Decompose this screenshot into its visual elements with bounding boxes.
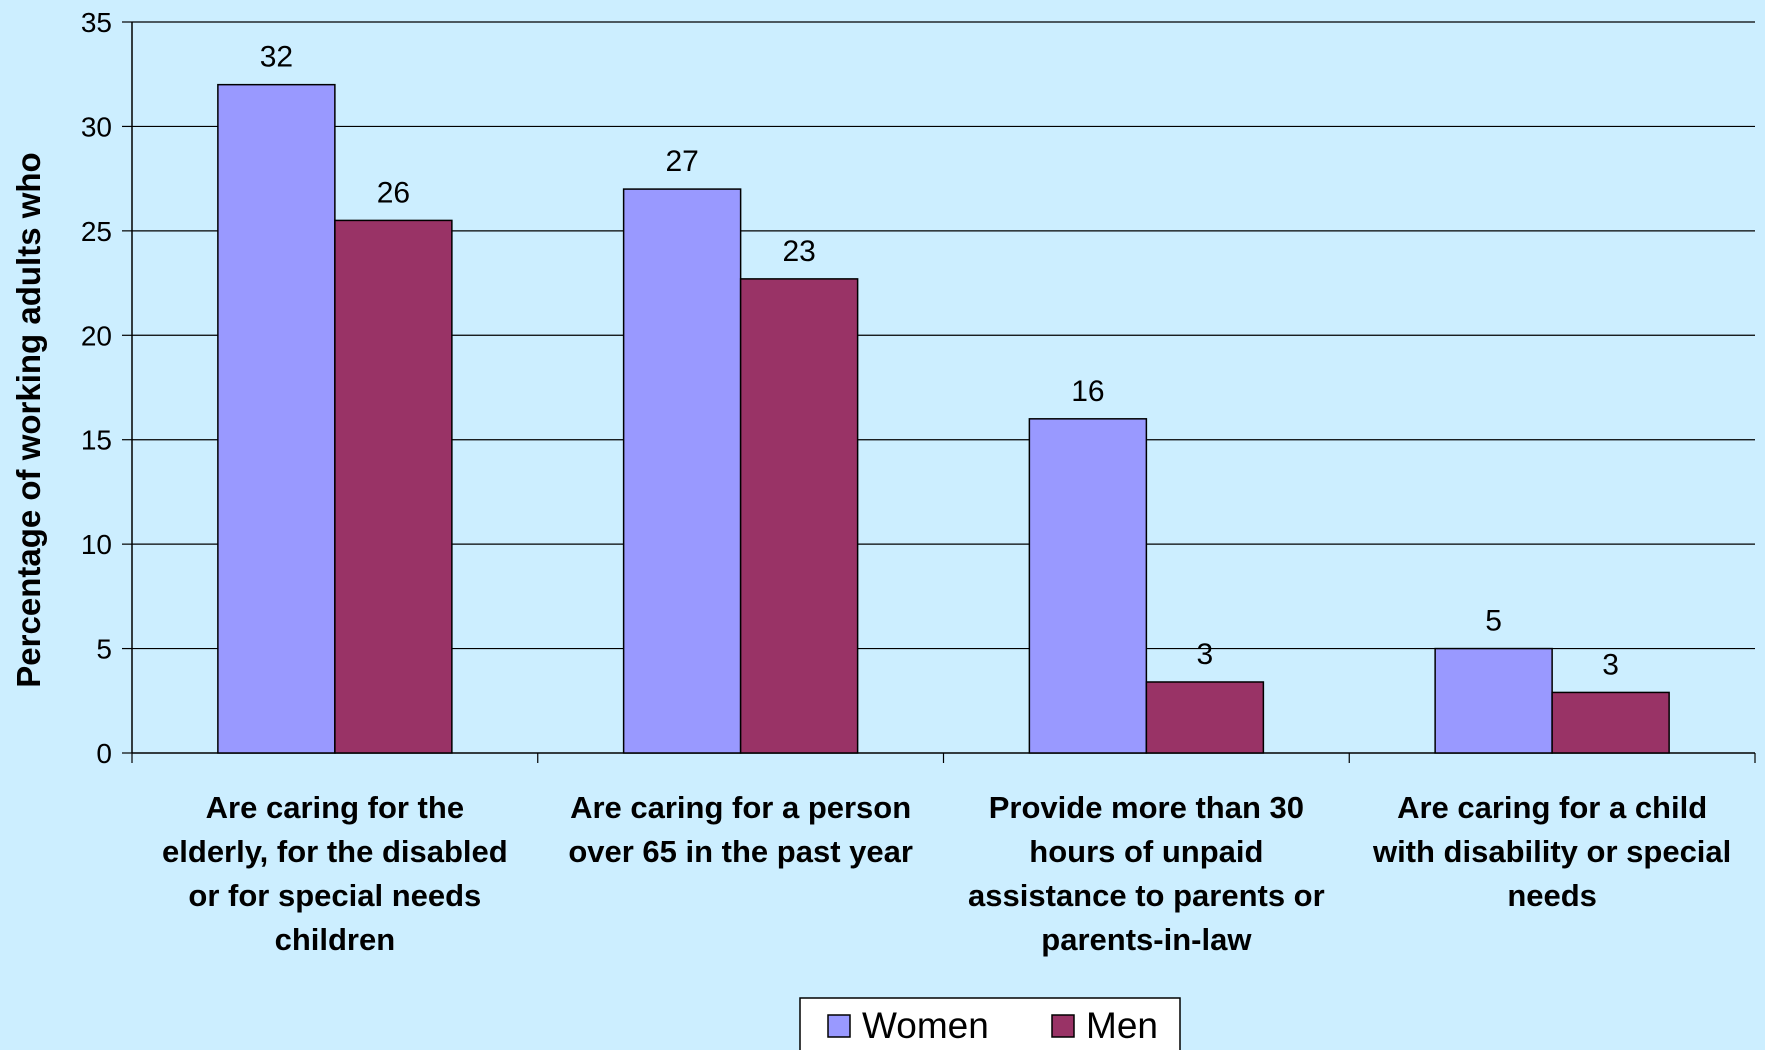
y-tick-label: 20 xyxy=(81,320,112,351)
category-label-3: Provide more than 30 hours of unpaid assis… xyxy=(968,790,1325,957)
legend-label-women[interactable]: Women xyxy=(862,1005,989,1046)
bar-men-2[interactable] xyxy=(739,278,859,754)
category-labels: Are caring for the elderly, for the disab… xyxy=(162,790,1731,957)
y-tick-label: 0 xyxy=(96,738,112,769)
data-label-men-2: 23 xyxy=(782,235,815,268)
y-tick-label: 35 xyxy=(81,7,112,38)
category-label-2: Are caring for a person over 65 in the pa… xyxy=(568,790,913,869)
data-label-women-3: 16 xyxy=(1071,375,1104,408)
data-label-men-1: 26 xyxy=(377,176,410,209)
bar-women-3[interactable] xyxy=(1028,418,1148,754)
bar-men-3[interactable] xyxy=(1145,681,1265,754)
y-axis-title: Percentage of working adults who xyxy=(10,152,47,687)
data-label-women-1: 32 xyxy=(260,41,293,74)
y-tick-label: 15 xyxy=(81,425,112,456)
y-tick-label: 30 xyxy=(81,111,112,142)
category-label-1: Are caring for the elderly, for the disab… xyxy=(162,790,508,957)
bar-men-4[interactable] xyxy=(1551,691,1670,754)
bar-women-4[interactable] xyxy=(1434,647,1553,754)
bar-men-1[interactable] xyxy=(334,219,453,754)
data-label-women-2: 27 xyxy=(665,145,698,178)
data-label-men-3: 3 xyxy=(1197,638,1214,671)
legend-swatch-women xyxy=(827,1014,851,1038)
legend[interactable]: Women Men xyxy=(799,997,1181,1050)
y-tick-label: 10 xyxy=(81,529,112,560)
legend-box xyxy=(799,997,1181,1050)
data-labels: 32 26 27 23 16 3 5 3 xyxy=(260,41,1619,682)
y-tick-label: 5 xyxy=(96,634,112,665)
data-label-men-4: 3 xyxy=(1602,648,1619,681)
y-tick-label: 25 xyxy=(81,216,112,247)
bars xyxy=(217,83,1670,754)
category-label-4: Are caring for a child with disability or… xyxy=(1372,790,1731,913)
legend-label-men[interactable]: Men xyxy=(1086,1005,1158,1046)
bar-women-1[interactable] xyxy=(217,83,336,754)
legend-swatch-men xyxy=(1051,1014,1075,1038)
bar-women-2[interactable] xyxy=(622,188,742,754)
data-label-women-4: 5 xyxy=(1485,605,1502,638)
